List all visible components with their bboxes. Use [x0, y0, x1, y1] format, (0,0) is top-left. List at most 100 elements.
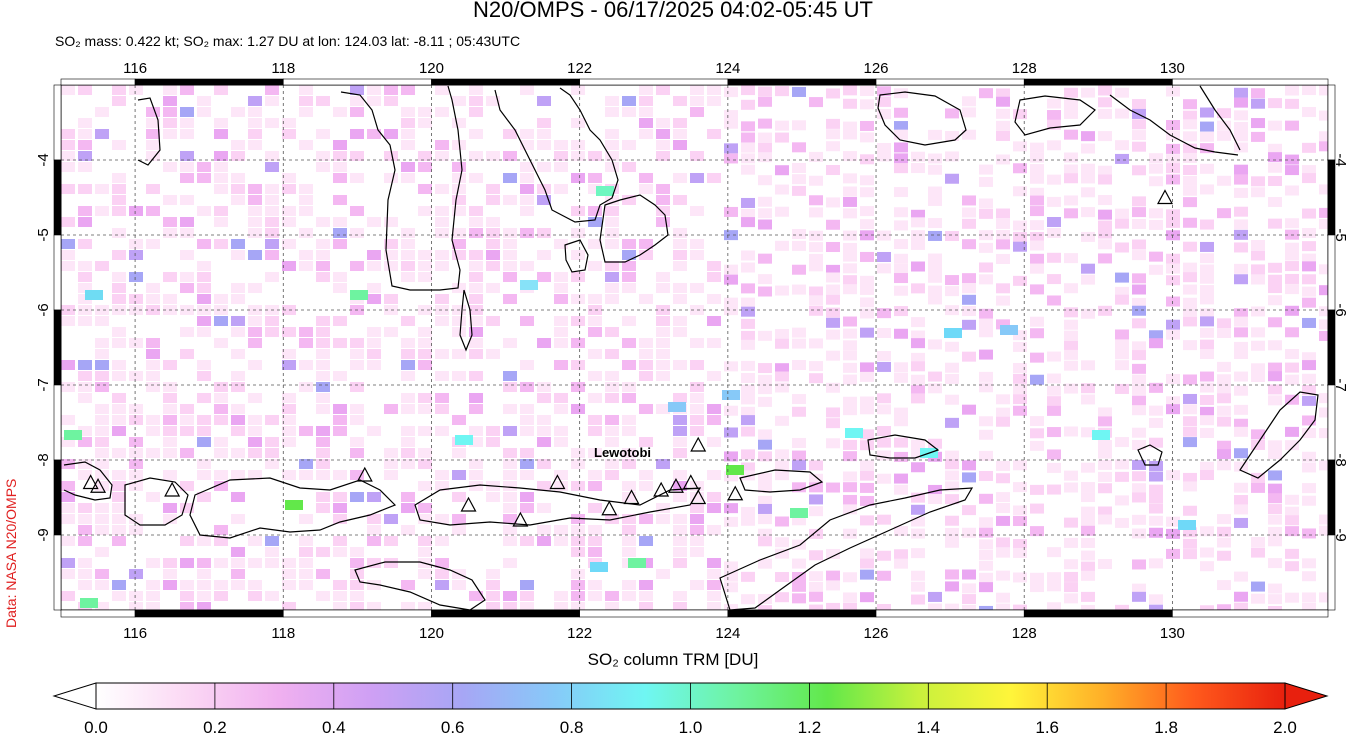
so2-cell [928, 164, 942, 175]
so2-cell [146, 206, 160, 216]
so2-cell [333, 470, 347, 480]
so2-cell [588, 580, 602, 590]
lat-tick-label-left: -4 [35, 153, 52, 166]
so2-cell [537, 426, 551, 436]
so2-cell [622, 338, 636, 348]
colorbar-tick-label: 0.8 [560, 718, 584, 737]
so2-cell [537, 162, 551, 172]
so2-cell [469, 459, 483, 469]
so2-cell [197, 294, 211, 304]
so2-cell [758, 451, 772, 462]
so2-cell [316, 547, 330, 557]
so2-cell [1183, 110, 1197, 121]
so2-cell [996, 407, 1010, 418]
so2-cell [418, 272, 432, 282]
so2-cell [877, 86, 891, 97]
so2-cell [469, 228, 483, 238]
so2-cell [163, 470, 177, 480]
so2-cell [350, 261, 364, 271]
so2-cell [435, 470, 449, 480]
so2-cell [605, 206, 619, 216]
so2-cell [1200, 121, 1214, 132]
so2-cell [248, 195, 262, 205]
so2-cell [741, 283, 755, 294]
so2-cell [452, 184, 466, 194]
so2-cell [503, 294, 517, 304]
colorbar-tick-label: 0.2 [203, 718, 227, 737]
lat-tick-label-right: -8 [1332, 453, 1346, 466]
so2-cell [1217, 460, 1231, 471]
left-axis-segment [53, 459, 62, 536]
so2-cell [1285, 426, 1299, 437]
so2-cell [1268, 526, 1282, 537]
so2-cell [554, 536, 568, 546]
so2-cell [758, 514, 772, 525]
so2-cell [1132, 492, 1146, 503]
so2-cell [605, 272, 619, 282]
so2-cell [1132, 528, 1146, 539]
so2-cell [1047, 547, 1061, 558]
so2-cell [911, 449, 925, 460]
so2-cell [1132, 119, 1146, 130]
so2-cell [945, 494, 959, 505]
so2-cell [979, 318, 993, 329]
so2-cell [537, 228, 551, 238]
so2-cell [1234, 571, 1248, 582]
left-axis-segment [53, 384, 62, 461]
so2-cell [741, 515, 755, 526]
so2-cell [367, 250, 381, 260]
so2-cell [180, 129, 194, 139]
so2-cell [350, 173, 364, 183]
so2-cell [1115, 360, 1129, 371]
so2-cell [452, 206, 466, 216]
so2-cell [401, 173, 415, 183]
so2-cell [1064, 470, 1078, 481]
colorbar-tick-label: 2.0 [1273, 718, 1297, 737]
so2-cell [197, 536, 211, 546]
so2-cell [486, 602, 500, 610]
so2-cell [469, 261, 483, 271]
volcano-triangle-icon [512, 511, 529, 527]
so2-cell [367, 129, 381, 139]
so2-cell [758, 495, 772, 506]
so2-cell [1268, 583, 1282, 594]
so2-cell [1217, 208, 1231, 219]
so2-cell [1064, 99, 1078, 110]
so2-cell [1183, 185, 1197, 196]
so2-cell [860, 404, 874, 415]
so2-cell [1285, 440, 1299, 451]
so2-cell [826, 284, 840, 295]
so2-cell [1200, 349, 1214, 360]
bottom-axis-segment [579, 609, 729, 618]
so2-cell [809, 242, 823, 253]
so2-cell [690, 173, 704, 183]
so2-cell [639, 602, 653, 610]
so2-cell [1115, 349, 1129, 360]
so2-cell [707, 173, 721, 183]
so2-cell [758, 528, 772, 539]
coast-lombok [124, 477, 189, 526]
so2-cell [503, 492, 517, 502]
so2-cell [316, 272, 330, 282]
so2-cell [605, 261, 619, 271]
so2-cell [1081, 525, 1095, 536]
so2-cell [690, 415, 704, 425]
so2-cell [1183, 165, 1197, 176]
so2-cell [1132, 273, 1146, 284]
so2-cell [860, 132, 874, 143]
so2-cell [1064, 559, 1078, 570]
so2-cell [741, 306, 755, 317]
so2-cell [877, 361, 891, 372]
so2-cell [809, 230, 823, 241]
so2-cell [1285, 305, 1299, 316]
so2-cell [945, 481, 959, 492]
so2-cell [622, 316, 636, 326]
so2-cell [112, 514, 126, 524]
so2-cell [214, 470, 228, 480]
so2-cell [1234, 131, 1248, 142]
so2-cell [690, 580, 704, 590]
so2-cell [418, 360, 432, 370]
so2-cell [1013, 516, 1027, 527]
so2-cell [843, 528, 857, 539]
so2-cell [979, 605, 993, 610]
